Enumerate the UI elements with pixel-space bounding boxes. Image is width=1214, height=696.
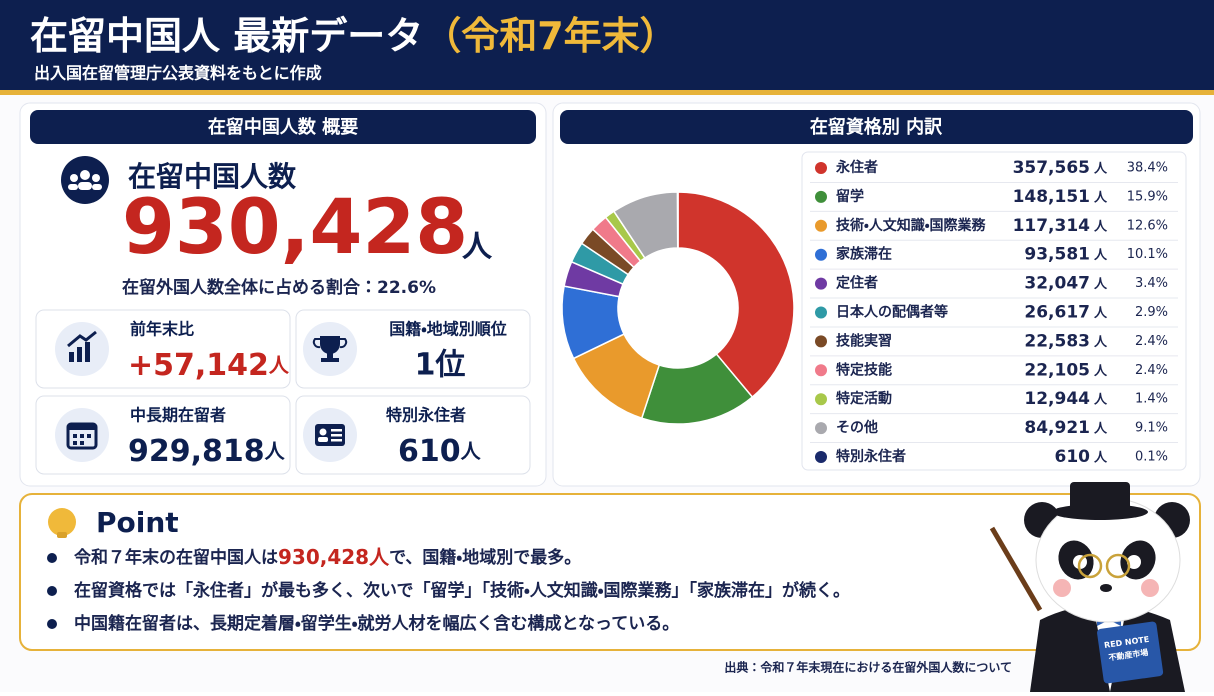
share-label: 38.4% [1127, 161, 1168, 176]
total-value: 930,428 [122, 182, 468, 271]
point-text: 在留資格では「永住者」が最も多く、次いで「留学」「技術・人文知識・国際業務」「家… [74, 580, 850, 601]
cheek [1053, 579, 1071, 597]
nose [1100, 584, 1112, 592]
card-value: +57,142人 [128, 348, 290, 383]
legend-swatch [815, 249, 827, 261]
value-label: 22,583 [1024, 331, 1090, 351]
legend-label: 定住者 [836, 275, 878, 292]
legend-label: 特定活動 [836, 390, 892, 407]
header-rule [0, 90, 1214, 95]
subtitle: 出入国在留管理庁公表資料をもとに作成 [34, 64, 322, 83]
legend-swatch [815, 335, 827, 347]
unit-label: 人 [1093, 248, 1108, 263]
total-unit: 人 [461, 230, 493, 265]
bullet [47, 619, 57, 629]
point-text: 令和７年末の在留中国人は930,428人で、国籍・地域別で最多。 [73, 545, 581, 569]
value-label: 93,581 [1024, 245, 1090, 265]
share-label: 12.6% [1127, 218, 1168, 233]
point-heading: Point [96, 506, 179, 539]
value-label: 610 [1055, 447, 1091, 467]
value-label: 12,944 [1024, 389, 1090, 409]
share-label: 1.4% [1135, 392, 1168, 407]
card-value: 1位 [415, 348, 466, 383]
bullet [47, 586, 57, 596]
title: 在留中国人 最新データ（令和7年末） [30, 14, 678, 58]
bulb-icon [48, 508, 76, 536]
share-label: 2.4% [1135, 363, 1168, 378]
card-label: 国籍・地域別順位 [389, 320, 506, 339]
card-value: 929,818人 [128, 434, 286, 469]
legend-label: 日本人の配偶者等 [836, 304, 948, 321]
unit-label: 人 [1093, 190, 1108, 205]
bulb-base [57, 532, 67, 538]
legend-label: 永住者 [835, 159, 878, 176]
cheek [1141, 579, 1159, 597]
unit-label: 人 [1093, 335, 1108, 350]
legend-swatch [815, 307, 827, 319]
share-label: 9.1% [1135, 421, 1168, 436]
share-label: 2.4% [1135, 334, 1168, 349]
legend-swatch [815, 162, 827, 174]
unit-label: 人 [1093, 393, 1108, 408]
share-label: 0.1% [1135, 450, 1168, 465]
ratio-text: 在留外国人数全体に占める割合：22.6% [122, 277, 436, 298]
unit-label: 人 [1093, 451, 1108, 466]
legend-swatch [815, 422, 827, 434]
legend-swatch [815, 191, 827, 203]
value-label: 84,921 [1024, 418, 1090, 438]
legend-label: 技術・人文知識・国際業務 [836, 217, 987, 234]
id-card-icon [315, 424, 345, 446]
value-label: 26,617 [1024, 303, 1090, 323]
unit-label: 人 [1093, 277, 1108, 292]
share-label: 15.9% [1127, 189, 1168, 204]
share-label: 10.1% [1127, 247, 1168, 262]
source: 出典：令和７年末現在における在留外国人数について [724, 660, 1012, 675]
value-label: 148,151 [1013, 187, 1090, 207]
unit-label: 人 [1093, 306, 1108, 321]
legend-label: 特定技能 [836, 361, 892, 378]
card-label: 特別永住者 [386, 406, 466, 425]
legend-label: 家族滞在 [836, 246, 892, 263]
unit-label: 人 [1093, 422, 1108, 437]
value-label: 32,047 [1024, 274, 1090, 294]
card-label: 前年末比 [130, 320, 194, 339]
legend-swatch [815, 364, 827, 376]
value-label: 22,105 [1024, 360, 1090, 380]
legend-swatch [815, 220, 827, 232]
legend-label: 留学 [836, 188, 864, 205]
value-label: 357,565 [1013, 158, 1090, 178]
card-label: 中長期在留者 [130, 406, 226, 425]
hat-brim [1052, 504, 1148, 520]
unit-label: 人 [1093, 364, 1108, 379]
bullet [47, 553, 57, 563]
legend-label: 特別永住者 [836, 448, 906, 465]
chart-title: 在留資格別 内訳 [810, 116, 943, 138]
point-text: 中国籍在留者は、長期定着層・留学生・就労人材を幅広く含む構成となっている。 [74, 613, 679, 634]
unit-label: 人 [1093, 162, 1108, 177]
panel-heading: 在留中国人数 概要 [208, 116, 358, 138]
share-label: 3.4% [1135, 276, 1168, 291]
value-label: 117,314 [1013, 216, 1091, 236]
legend-swatch [815, 393, 827, 405]
legend-swatch [815, 451, 827, 463]
unit-label: 人 [1093, 219, 1108, 234]
share-label: 2.9% [1135, 305, 1168, 320]
legend-swatch [815, 278, 827, 290]
legend-label: 技能実習 [836, 332, 892, 349]
legend-label: その他 [836, 419, 878, 436]
